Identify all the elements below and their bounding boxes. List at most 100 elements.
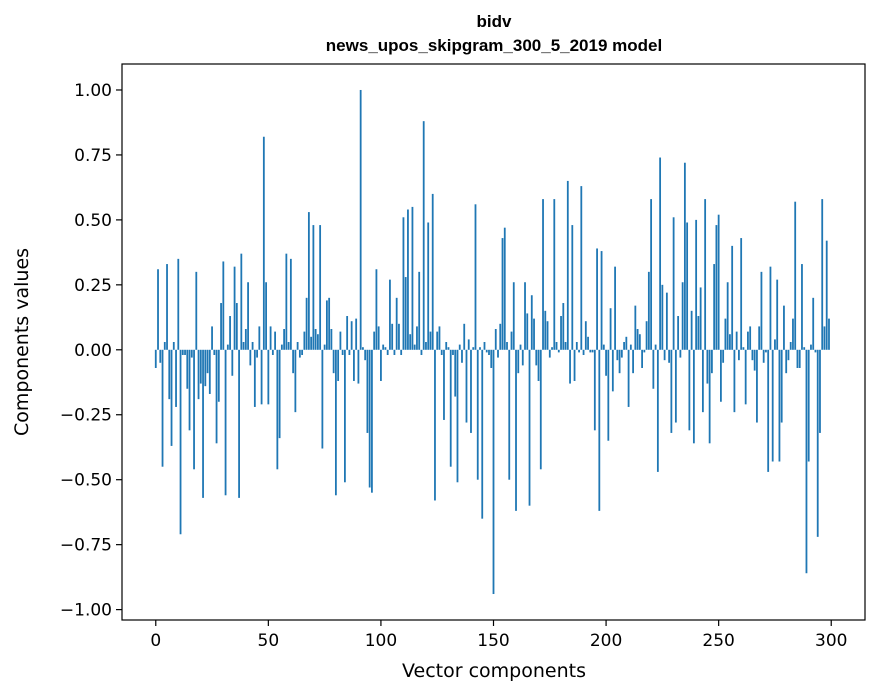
bar-component-112 — [407, 209, 409, 350]
bar-component-131 — [449, 349, 452, 467]
chart-subtitle: news_upos_skipgram_300_5_2019 model — [326, 36, 662, 55]
bar-component-228 — [668, 349, 671, 363]
bar-component-102 — [384, 347, 387, 350]
bar-component-64 — [298, 349, 301, 358]
y-tick-label: −0.50 — [60, 471, 112, 491]
bar-component-275 — [774, 339, 776, 350]
bar-component-86 — [348, 349, 351, 355]
bar-component-225 — [661, 284, 664, 350]
bar-component-28 — [217, 349, 220, 402]
bar-component-65 — [301, 349, 304, 355]
bar-component-159 — [512, 282, 515, 350]
bar-component-95 — [368, 349, 371, 488]
bar-component-215 — [638, 334, 641, 350]
bar-component-87 — [350, 321, 353, 350]
x-axis-label: Vector components — [402, 660, 586, 682]
bars-group — [154, 89, 830, 595]
bar-component-22 — [204, 349, 207, 387]
bar-component-200 — [605, 349, 607, 376]
bar-component-264 — [749, 326, 752, 350]
bar-component-181 — [562, 303, 565, 350]
bar-component-106 — [393, 349, 396, 355]
bar-component-57 — [283, 329, 286, 350]
bar-component-189 — [580, 186, 583, 350]
bar-component-152 — [497, 349, 499, 358]
bar-component-190 — [582, 349, 585, 355]
bar-component-237 — [688, 349, 691, 431]
bar-component-135 — [458, 344, 461, 350]
bar-component-204 — [614, 266, 616, 350]
bar-component-299 — [828, 318, 830, 350]
bar-component-128 — [443, 349, 445, 420]
bar-component-239 — [692, 349, 695, 444]
bar-component-38 — [240, 253, 243, 350]
bar-component-74 — [321, 349, 324, 449]
bar-component-164 — [524, 282, 526, 350]
bar-component-212 — [632, 349, 634, 374]
bar-component-88 — [353, 349, 355, 381]
bar-component-186 — [573, 349, 576, 381]
bar-component-242 — [699, 287, 702, 350]
bar-component-82 — [339, 331, 342, 350]
bar-component-15 — [188, 349, 191, 431]
bar-component-277 — [778, 349, 781, 462]
y-tick-label: −0.75 — [60, 536, 112, 556]
bar-component-221 — [652, 349, 655, 389]
bar-component-245 — [706, 349, 709, 384]
bar-component-173 — [544, 310, 547, 350]
bar-component-83 — [341, 349, 344, 355]
bar-component-202 — [609, 308, 612, 350]
bar-component-290 — [807, 349, 810, 462]
bar-component-281 — [787, 349, 790, 361]
bar-component-77 — [328, 297, 331, 350]
bar-component-295 — [819, 349, 821, 433]
bar-component-168 — [533, 318, 535, 350]
bar-component-63 — [296, 342, 299, 350]
bar-component-67 — [305, 297, 308, 350]
bar-component-121 — [427, 222, 430, 350]
bar-component-253 — [724, 318, 727, 350]
bar-component-175 — [548, 349, 551, 358]
bar-component-265 — [751, 349, 754, 361]
bar-component-254 — [726, 282, 729, 350]
bar-component-69 — [310, 336, 313, 350]
bar-component-217 — [643, 349, 646, 353]
bar-component-260 — [740, 238, 743, 350]
bar-component-99 — [377, 326, 380, 350]
bar-component-285 — [796, 349, 799, 368]
bar-component-93 — [364, 349, 367, 361]
bar-component-89 — [355, 318, 358, 350]
bar-component-55 — [278, 349, 281, 439]
bar-component-49 — [265, 282, 267, 350]
bar-component-7 — [170, 349, 173, 446]
bar-component-209 — [625, 336, 628, 350]
bar-component-205 — [616, 349, 619, 361]
bar-component-51 — [269, 326, 272, 350]
bar-component-149 — [490, 349, 493, 368]
bar-component-243 — [701, 349, 704, 413]
bar-component-231 — [674, 349, 677, 423]
bar-component-180 — [560, 316, 562, 350]
bar-component-188 — [578, 349, 580, 353]
bar-component-273 — [769, 266, 772, 350]
bar-component-161 — [517, 349, 520, 374]
bar-component-232 — [677, 316, 680, 350]
bar-component-27 — [215, 349, 218, 444]
bar-component-251 — [720, 349, 722, 402]
bar-component-179 — [557, 349, 560, 353]
bar-component-259 — [738, 349, 740, 361]
bar-component-125 — [436, 331, 439, 350]
bar-component-241 — [697, 316, 700, 350]
bar-component-136 — [461, 349, 463, 363]
bar-component-31 — [224, 349, 227, 496]
bar-component-26 — [213, 349, 216, 355]
bar-component-224 — [659, 157, 662, 350]
bar-component-101 — [382, 344, 385, 350]
bar-component-108 — [398, 323, 400, 350]
bar-component-165 — [526, 313, 529, 350]
bar-component-219 — [647, 271, 650, 350]
bar-component-10 — [177, 258, 180, 350]
bar-component-296 — [821, 199, 824, 350]
bar-component-267 — [756, 349, 758, 423]
bar-component-230 — [672, 217, 675, 350]
